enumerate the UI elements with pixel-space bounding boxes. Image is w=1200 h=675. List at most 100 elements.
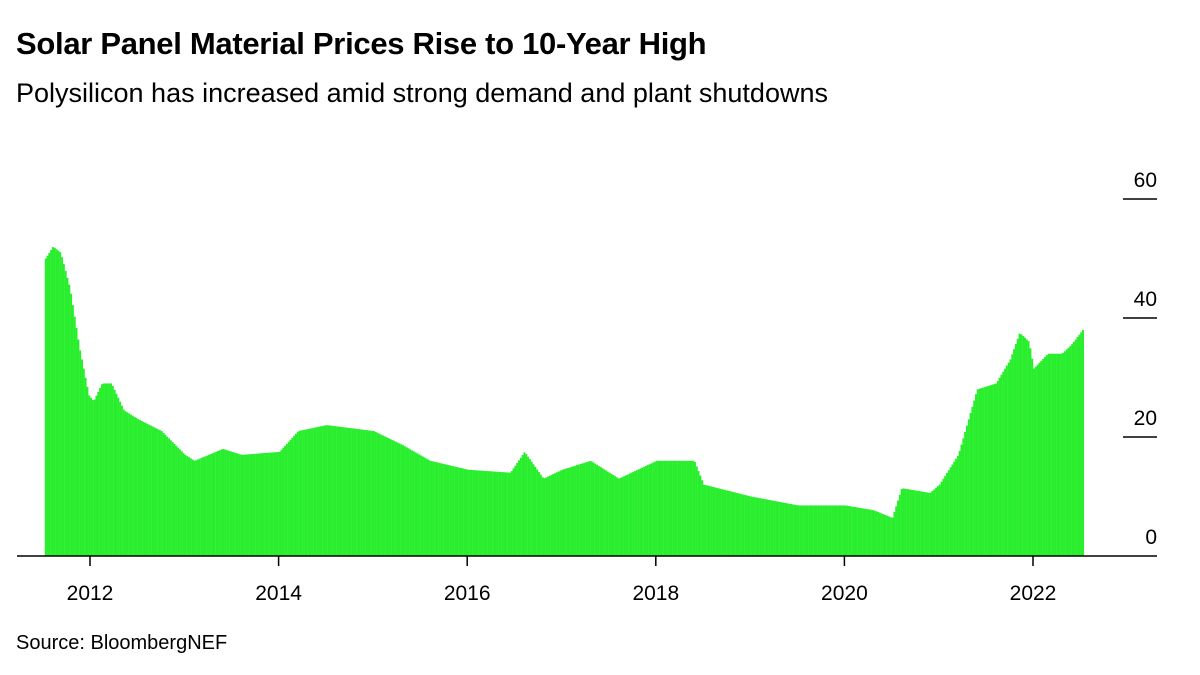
price-bar	[349, 428, 352, 556]
price-bar	[391, 439, 394, 556]
price-bar	[721, 489, 724, 556]
price-bar	[996, 380, 999, 556]
price-bar	[1051, 353, 1054, 556]
price-bar	[1038, 362, 1041, 556]
price-bar	[146, 423, 149, 556]
price-bar	[280, 449, 283, 556]
price-bar	[282, 447, 285, 556]
price-bar	[53, 247, 56, 557]
price-bar	[374, 431, 377, 556]
price-bar	[811, 505, 814, 557]
price-bar	[826, 505, 829, 557]
price-bar	[470, 469, 473, 556]
price-bar	[570, 466, 573, 556]
price-bar	[706, 485, 709, 556]
price-bar	[1016, 338, 1019, 556]
price-bar	[672, 460, 675, 556]
price-bar	[581, 463, 584, 556]
price-bar	[224, 449, 227, 556]
price-bar	[648, 464, 651, 556]
price-bar	[505, 472, 508, 556]
price-bar	[596, 464, 598, 556]
price-bar	[287, 441, 290, 556]
price-bar	[79, 350, 82, 556]
price-bar	[527, 456, 530, 556]
price-bar	[523, 452, 526, 556]
price-bar	[663, 460, 666, 556]
price-bar	[108, 383, 111, 556]
price-bar	[842, 505, 845, 557]
price-bar	[909, 489, 912, 556]
x-axis-ticks: 2012 2014 2016 2018 2020 2022	[67, 556, 1056, 605]
price-bar	[1004, 368, 1007, 556]
price-bar	[750, 496, 753, 556]
price-bar	[351, 428, 354, 556]
price-bar	[340, 426, 343, 556]
price-bar	[940, 481, 943, 556]
price-bar	[757, 497, 760, 556]
price-bar	[59, 252, 62, 556]
price-bar	[516, 462, 519, 556]
price-bar	[913, 490, 916, 556]
price-bar	[904, 488, 907, 556]
price-bar	[226, 450, 229, 556]
price-bar	[810, 505, 812, 557]
price-bar	[699, 475, 702, 556]
price-bar	[994, 383, 997, 556]
price-bar	[748, 496, 751, 556]
price-bar	[409, 449, 412, 556]
price-bar	[265, 452, 268, 556]
price-bar	[144, 422, 147, 556]
price-bar	[897, 500, 900, 556]
price-bar	[302, 430, 305, 556]
price-bar	[530, 461, 533, 556]
price-bar	[209, 454, 212, 556]
x-tick-label: 2018	[632, 582, 679, 605]
price-bar	[97, 391, 100, 556]
price-bar	[918, 491, 921, 556]
price-bar	[269, 452, 272, 556]
price-bar	[300, 430, 303, 556]
price-bar	[382, 435, 384, 556]
price-bar	[784, 503, 787, 556]
price-bar	[557, 471, 560, 556]
price-bar	[924, 492, 927, 556]
price-bar	[162, 432, 165, 556]
price-bar	[625, 475, 627, 556]
price-bar	[911, 489, 914, 556]
price-bar	[189, 458, 192, 556]
price-bar	[849, 506, 852, 556]
price-bar	[643, 466, 646, 556]
price-bar	[445, 464, 448, 556]
price-bar	[844, 505, 847, 556]
price-bar	[991, 384, 994, 556]
price-bar	[478, 470, 481, 556]
price-bar	[262, 453, 265, 556]
price-bar	[255, 453, 258, 556]
price-bar	[104, 383, 107, 556]
price-bar	[68, 284, 71, 556]
price-bar	[978, 388, 981, 556]
price-bar	[875, 511, 878, 556]
price-bar	[766, 499, 769, 556]
price-bar	[238, 454, 241, 556]
price-bar	[964, 431, 967, 556]
price-bar	[458, 467, 461, 556]
price-bar	[965, 425, 968, 556]
price-bar	[91, 400, 94, 556]
price-bar	[260, 453, 263, 556]
price-bar	[686, 460, 689, 556]
price-bar	[935, 487, 938, 556]
price-bar	[1043, 357, 1046, 556]
price-bar	[50, 249, 53, 557]
price-bar	[869, 509, 872, 556]
price-bar	[612, 475, 615, 556]
price-bar	[429, 460, 432, 556]
price-bar	[396, 442, 399, 556]
price-bar	[494, 471, 497, 556]
price-bar	[1072, 341, 1075, 556]
price-bar	[71, 305, 74, 556]
price-bar	[525, 454, 528, 556]
price-bar	[510, 470, 513, 556]
price-bar	[1040, 360, 1043, 556]
